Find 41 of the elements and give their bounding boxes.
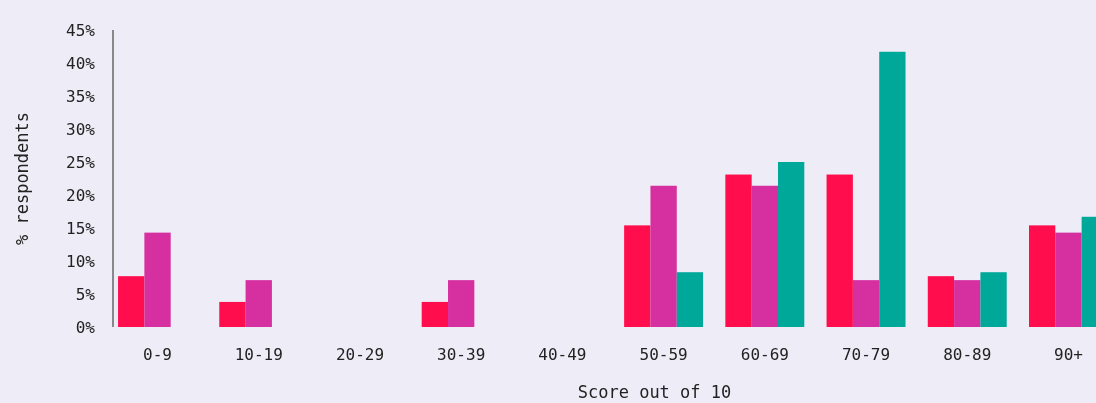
x-tick-label: 60-69 (740, 345, 789, 365)
bar (219, 301, 246, 327)
bar (118, 276, 145, 327)
bar (777, 162, 805, 327)
y-axis-title: % respondents (12, 111, 32, 246)
bar (980, 272, 1007, 327)
x-tick-label: 50-59 (639, 345, 688, 365)
x-tick-label: 90+ (1054, 345, 1083, 365)
bar (852, 280, 880, 327)
bar (421, 301, 449, 327)
x-tick-label: 30-39 (437, 345, 486, 365)
x-tick-label: 40-49 (538, 345, 587, 365)
y-tick-label: 0% (75, 317, 96, 337)
x-tick-label: 0-9 (143, 345, 172, 365)
y-tick-label: 40% (66, 53, 96, 73)
bar (245, 280, 272, 327)
y-tick-label: 10% (66, 251, 96, 271)
x-axis-title: Score out of 10 (577, 382, 732, 402)
y-tick-label: 5% (75, 284, 96, 304)
bar (879, 51, 906, 327)
bar (725, 174, 752, 327)
x-tick-label: 10-19 (234, 345, 283, 365)
bar (144, 232, 171, 327)
bar (448, 280, 475, 327)
x-tick-label: 80-89 (943, 345, 992, 365)
bar (676, 272, 704, 327)
x-tick-label: 70-79 (841, 345, 891, 365)
bar (624, 225, 651, 327)
y-tick-label: 25% (66, 152, 96, 172)
y-tick-label: 35% (66, 86, 96, 106)
bar (954, 280, 981, 327)
bar (826, 174, 853, 327)
bar (751, 185, 778, 327)
y-tick-label: 15% (66, 218, 96, 238)
bar (650, 185, 677, 327)
x-tick-label: 20-29 (335, 345, 385, 365)
bar (927, 276, 955, 327)
bar (1028, 225, 1056, 327)
y-tick-label: 30% (66, 119, 96, 139)
y-tick-label: 20% (66, 185, 96, 205)
y-tick-label: 45% (66, 20, 96, 40)
